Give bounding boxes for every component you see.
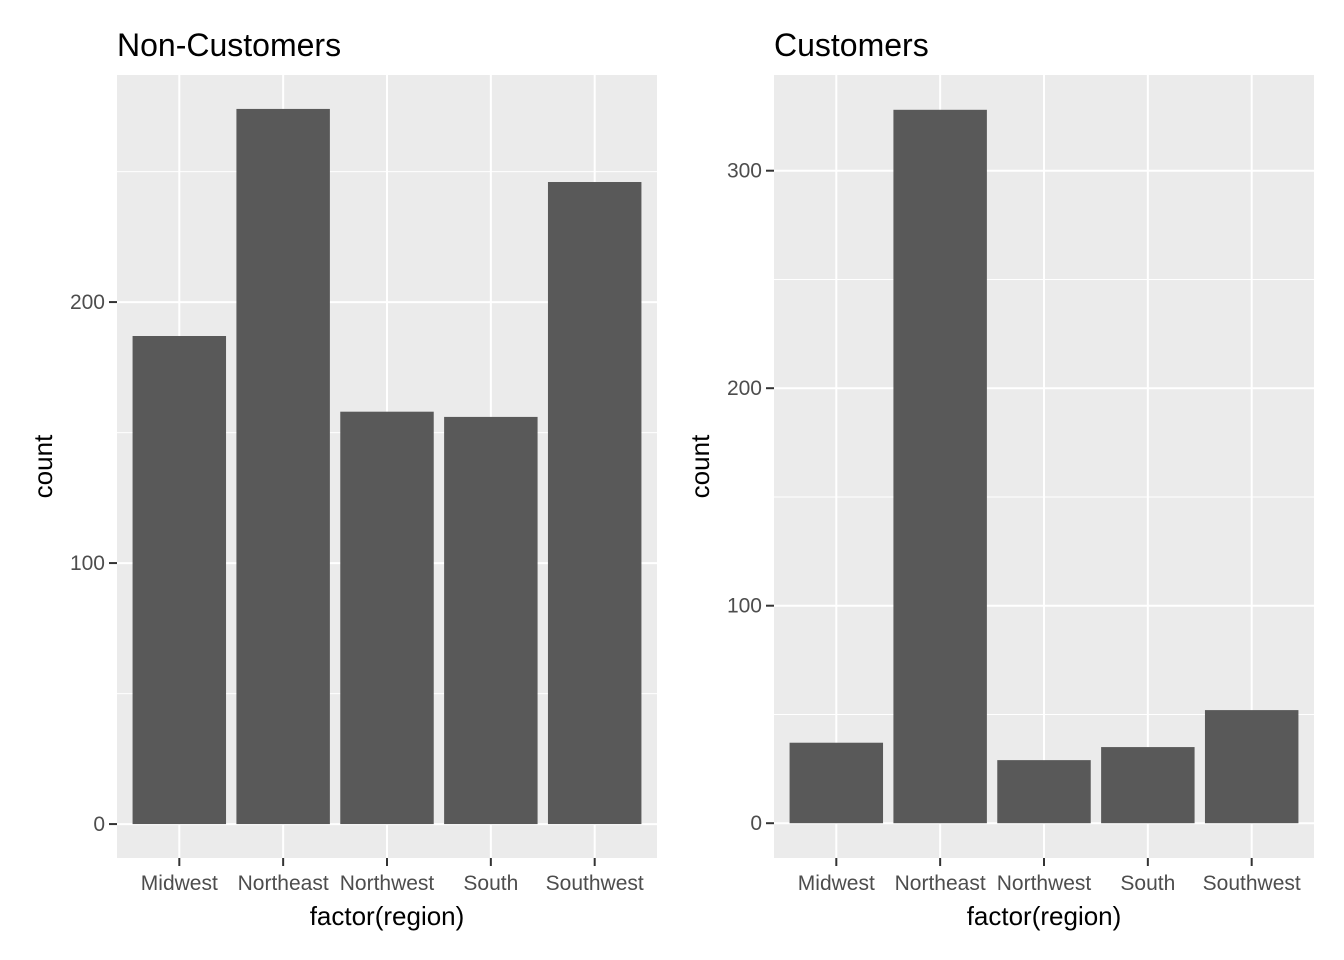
bar <box>997 760 1091 824</box>
y-axis-title: count <box>685 434 715 498</box>
x-tick-label: Midwest <box>141 872 218 895</box>
y-tick-label: 300 <box>727 160 762 183</box>
chart-title: Non-Customers <box>117 27 341 63</box>
y-tick-label: 0 <box>93 813 105 836</box>
bar <box>789 742 884 824</box>
bar <box>547 182 642 825</box>
x-tick-label: Northeast <box>895 872 986 895</box>
bar <box>1101 747 1195 824</box>
chart-title: Customers <box>774 27 929 63</box>
y-axis-title: count <box>28 434 58 498</box>
bar <box>236 108 330 825</box>
bar <box>1204 710 1299 824</box>
y-tick-label: 100 <box>70 552 105 575</box>
y-tick-label: 100 <box>727 595 762 618</box>
x-tick-label: South <box>1120 872 1175 895</box>
bar <box>340 411 434 825</box>
x-tick-label: South <box>463 872 518 895</box>
y-tick-label: 200 <box>70 291 105 314</box>
chart-panel: 0 100 200 300 Midwest Northeast Northwest South… <box>685 27 1314 931</box>
x-tick-label: Northeast <box>238 872 329 895</box>
bar <box>132 336 227 825</box>
x-axis-title: factor(region) <box>967 901 1122 931</box>
x-tick-label: Southwest <box>1203 872 1301 895</box>
bar <box>444 416 538 825</box>
x-tick-label: Northwest <box>340 872 435 895</box>
x-tick-label: Midwest <box>798 872 875 895</box>
chart-panel: 0 100 200 Midwest Northeast Northwest South Sou… <box>28 27 657 931</box>
y-tick-label: 200 <box>727 377 762 400</box>
x-tick-label: Southwest <box>546 872 644 895</box>
x-axis-title: factor(region) <box>310 901 465 931</box>
x-tick-label: Northwest <box>997 872 1092 895</box>
y-tick-label: 0 <box>750 812 762 835</box>
bar <box>893 109 987 824</box>
